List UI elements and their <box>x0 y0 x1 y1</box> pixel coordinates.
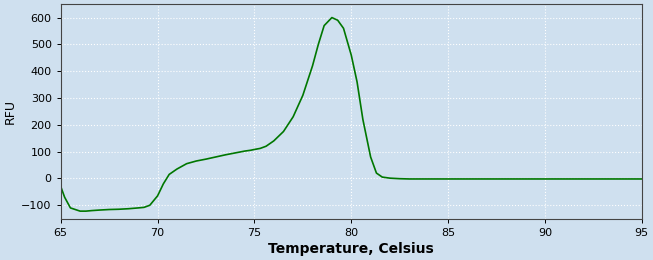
X-axis label: Temperature, Celsius: Temperature, Celsius <box>268 242 434 256</box>
Y-axis label: RFU: RFU <box>4 99 17 124</box>
